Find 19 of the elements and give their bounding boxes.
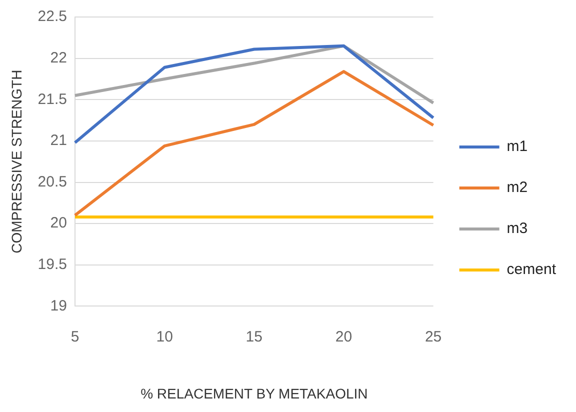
legend-label: m1 — [506, 138, 528, 156]
y-tick-label: 21 — [50, 132, 67, 150]
y-tick-label: 20 — [50, 214, 67, 232]
x-tick-label: 20 — [335, 328, 352, 346]
x-tick-label: 25 — [424, 328, 442, 346]
y-tick-label: 21.5 — [38, 90, 67, 108]
legend-label: m3 — [506, 220, 528, 238]
x-axis-title: % RELACEMENT BY METAKAOLIN — [140, 385, 368, 402]
y-tick-label: 20.5 — [38, 173, 67, 190]
y-tick-label: 22 — [50, 49, 67, 66]
y-tick-label: 19.5 — [38, 256, 67, 274]
legend-label: m2 — [506, 179, 528, 196]
x-tick-label: 15 — [246, 328, 262, 346]
x-tick-label: 5 — [70, 328, 80, 346]
y-tick-label: 22.5 — [38, 8, 67, 26]
legend-label: cement — [506, 261, 557, 278]
x-tick-label: 10 — [156, 328, 173, 346]
y-axis-title: COMPRESSIVE STRENGTH — [8, 70, 24, 254]
y-tick-label: 19 — [50, 297, 67, 314]
